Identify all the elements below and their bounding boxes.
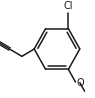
Text: O: O xyxy=(76,78,84,88)
Text: Cl: Cl xyxy=(64,1,73,11)
